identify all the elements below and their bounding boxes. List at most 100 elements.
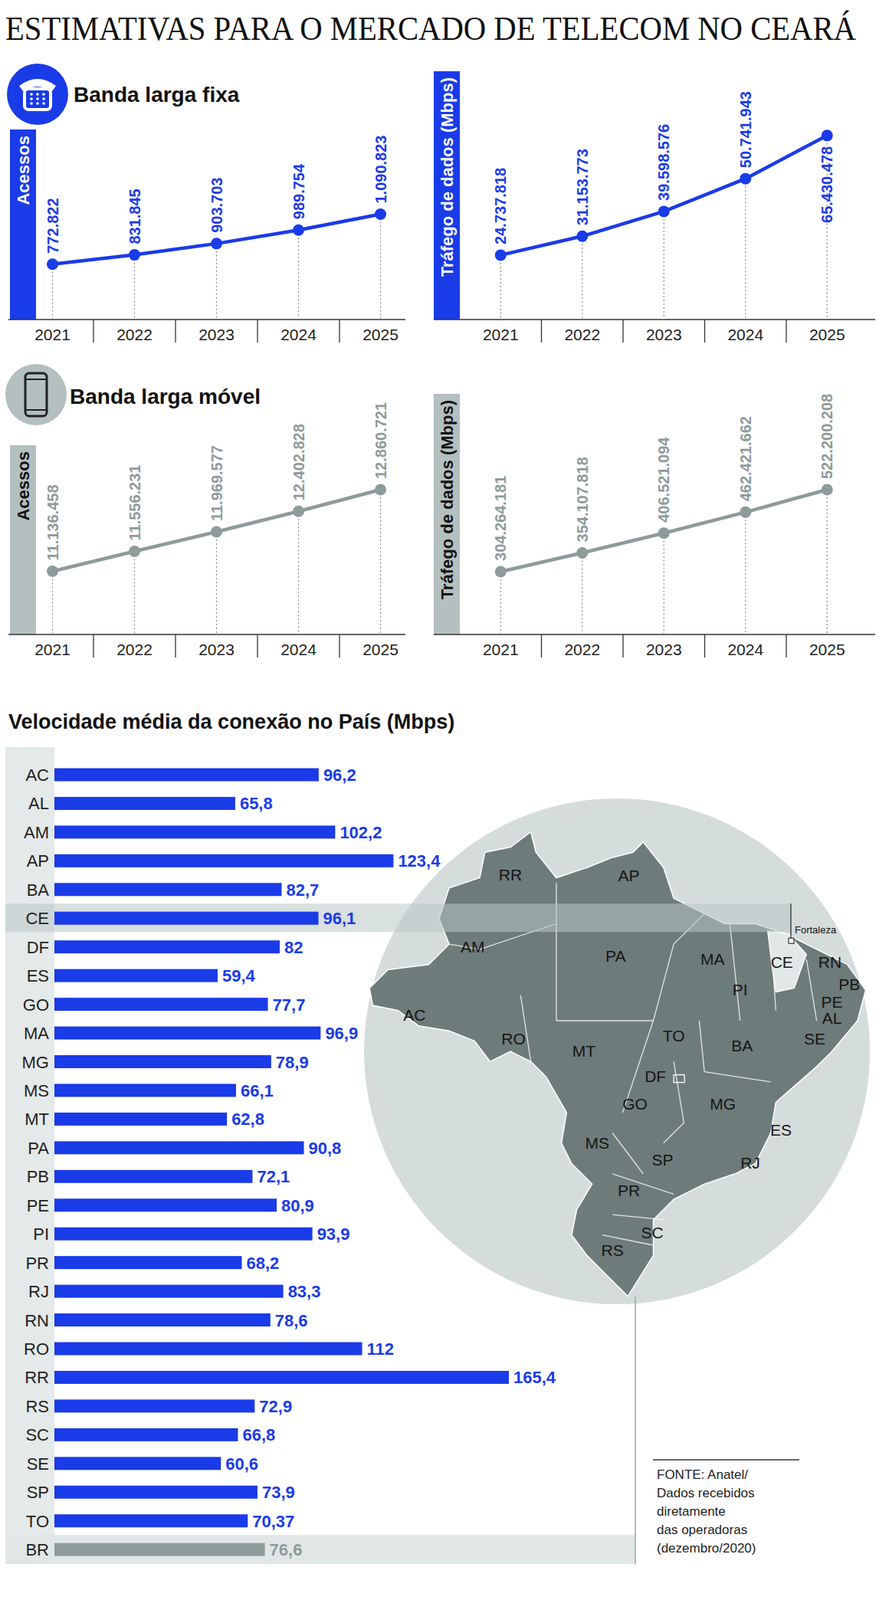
data-label: 989.754 xyxy=(290,163,308,220)
category-separator xyxy=(704,634,706,658)
y-tick-label: DF xyxy=(26,938,50,958)
bar xyxy=(54,1198,277,1212)
y-tick-label: RN xyxy=(24,1311,50,1331)
data-label: 31.153.773 xyxy=(574,148,591,226)
y-tick-label: GO xyxy=(22,995,50,1015)
map-label: ES xyxy=(770,1121,792,1139)
drop-line xyxy=(52,570,53,635)
bar xyxy=(54,854,394,868)
df-square xyxy=(673,1075,685,1083)
x-tick-label: 2022 xyxy=(564,325,601,344)
y-tick-label: BA xyxy=(26,880,50,900)
y-tick-label: RR xyxy=(24,1367,50,1388)
data-label: 11.969.577 xyxy=(208,445,226,522)
y-tick-label: CE xyxy=(25,908,50,929)
source-text: diretamente xyxy=(656,1504,726,1519)
x-tick-label: 2024 xyxy=(727,640,764,659)
data-label: 65.430.478 xyxy=(818,146,836,224)
state-border xyxy=(520,995,531,1063)
category-separator xyxy=(704,319,706,343)
x-axis xyxy=(8,318,406,321)
category-separator xyxy=(541,319,542,343)
state-border xyxy=(806,959,817,1021)
bar xyxy=(54,1486,258,1500)
bar xyxy=(54,1141,305,1155)
y-tick-label: BR xyxy=(25,1540,50,1560)
bar xyxy=(54,1543,266,1557)
data-point xyxy=(739,173,752,185)
map-label: AL xyxy=(822,1009,843,1027)
x-tick-label: 2024 xyxy=(280,325,317,344)
category-separator xyxy=(541,634,542,658)
data-label: 112 xyxy=(367,1339,395,1359)
category-separator xyxy=(174,319,176,343)
drop-line xyxy=(298,229,299,320)
x-tick-label: 2025 xyxy=(809,640,846,659)
y-tick-label: MA xyxy=(23,1023,50,1044)
data-label: 76,6 xyxy=(269,1540,303,1560)
data-label: 82,7 xyxy=(285,880,319,900)
data-label: 406.521.094 xyxy=(655,436,673,523)
map-label: AC xyxy=(403,1006,426,1024)
data-label: 90,8 xyxy=(308,1138,342,1158)
drop-line xyxy=(216,531,217,635)
y-tick-label: AM xyxy=(23,823,50,843)
data-point xyxy=(576,547,588,559)
bar xyxy=(54,969,218,983)
x-tick-label: 2021 xyxy=(34,640,71,659)
state-border xyxy=(623,1020,654,1113)
data-label: 831.845 xyxy=(126,188,144,244)
line-chart: Acessos2021202220232024202511.136.45811.… xyxy=(8,402,406,659)
icon-key xyxy=(42,97,46,101)
data-point xyxy=(292,224,305,237)
connector-line xyxy=(790,903,791,941)
y-tick-label: MG xyxy=(22,1053,50,1073)
line-chart: Acessos20212022202320242025772.822831.84… xyxy=(8,129,406,344)
map-label: RR xyxy=(498,866,522,884)
x-tick-label: 2025 xyxy=(809,325,846,344)
data-label: 78,6 xyxy=(275,1311,309,1331)
data-label: 304.264.181 xyxy=(492,475,509,561)
map-label: BA xyxy=(731,1036,753,1055)
drop-line xyxy=(500,255,502,320)
category-separator xyxy=(256,634,258,658)
y-tick-label: ES xyxy=(26,966,50,986)
category-separator xyxy=(785,319,787,343)
y-tick-label: TO xyxy=(26,1512,50,1532)
category-separator xyxy=(622,634,624,658)
infographic: ESTIMATIVAS PARA O MERCADO DE TELECOM NO… xyxy=(0,0,889,1600)
label-column xyxy=(5,747,55,1565)
map-label: PA xyxy=(605,947,626,965)
data-point xyxy=(210,237,223,250)
x-tick-label: 2025 xyxy=(362,325,399,344)
icon-body xyxy=(25,373,47,417)
x-tick-label: 2021 xyxy=(482,325,519,344)
data-label: 354.107.818 xyxy=(574,456,591,542)
data-point xyxy=(495,249,507,261)
map-label: RO xyxy=(501,1030,526,1048)
data-label: 24.737.818 xyxy=(492,167,509,245)
drop-line xyxy=(134,255,135,320)
bar xyxy=(54,1399,255,1413)
category-separator xyxy=(256,319,258,343)
data-label: 77,7 xyxy=(272,995,306,1015)
category-separator xyxy=(338,319,340,343)
section-title: Banda larga móvel xyxy=(69,384,261,409)
y-tick-label: MT xyxy=(24,1109,50,1129)
data-label: 60,6 xyxy=(225,1454,259,1474)
background xyxy=(0,0,889,1600)
data-point xyxy=(739,506,752,519)
icon-key xyxy=(36,101,40,105)
data-label: 82 xyxy=(284,938,303,958)
icon-line xyxy=(25,378,47,381)
icon-body xyxy=(24,88,51,110)
data-label: 462.421.662 xyxy=(737,416,755,502)
y-tick-label: RJ xyxy=(28,1282,50,1302)
data-point xyxy=(46,565,59,578)
y-axis-title: Tráfego de dados (Mbps) xyxy=(437,77,457,277)
ylabel-bar xyxy=(9,445,37,635)
data-label: 66,1 xyxy=(240,1081,274,1101)
data-point xyxy=(821,129,834,142)
map-label: AM xyxy=(460,938,486,956)
x-tick-label: 2024 xyxy=(280,640,317,659)
